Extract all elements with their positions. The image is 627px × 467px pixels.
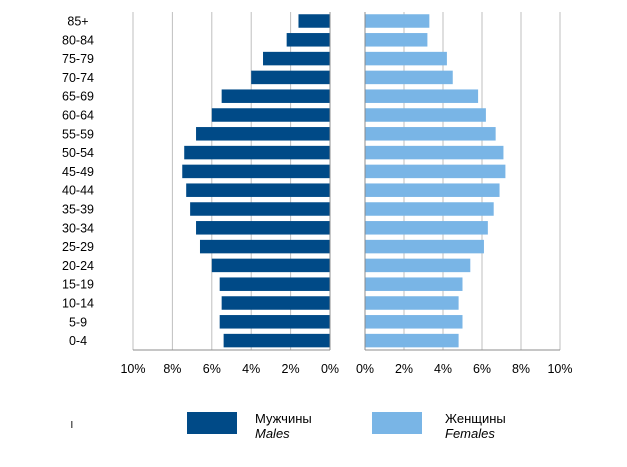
bar-males-75-79 [263, 51, 330, 66]
legend-label-females: Женщины [445, 411, 506, 426]
age-label: 55-59 [62, 127, 94, 141]
bar-males-85+ [298, 14, 330, 28]
age-label: 85+ [67, 15, 88, 29]
tick-label-males: 6% [203, 362, 221, 376]
bar-males-45-49 [182, 164, 330, 179]
bar-males-5-9 [219, 315, 330, 329]
bar-males-40-44 [186, 183, 330, 197]
bar-females-45-49 [365, 164, 506, 179]
bar-females-85+ [365, 14, 430, 28]
bar-males-55-59 [196, 127, 330, 141]
tick-label-males: 4% [242, 362, 260, 376]
bar-females-50-54 [365, 145, 504, 160]
bar-males-70-74 [251, 70, 330, 85]
bar-males-60-64 [211, 108, 330, 122]
age-label: 80-84 [62, 33, 94, 47]
tick-label-females: 6% [473, 362, 491, 376]
age-label: 45-49 [62, 165, 94, 179]
bar-females-25-29 [365, 239, 484, 254]
bar-males-35-39 [190, 202, 330, 216]
tick-label-males: 8% [163, 362, 181, 376]
bars [182, 14, 506, 348]
legend-swatch-males [187, 412, 237, 434]
age-label: 50-54 [62, 146, 94, 160]
bar-females-55-59 [365, 127, 496, 141]
age-labels: 85+ 80-84 75-79 70-74 65-69 60-64 55-59 50-54 45… [62, 15, 94, 349]
legend-label-males-en: Males [255, 426, 290, 441]
age-label: 65-69 [62, 90, 94, 104]
age-label: 30-34 [62, 221, 94, 235]
tick-label-females: 2% [395, 362, 413, 376]
bar-males-0-4 [223, 333, 330, 348]
bar-females-70-74 [365, 70, 453, 85]
age-label: 15-19 [62, 278, 94, 292]
bar-females-35-39 [365, 202, 494, 216]
bar-females-40-44 [365, 183, 500, 197]
legend-label-males: Мужчины [255, 411, 312, 426]
tick-label-females: 10% [547, 362, 572, 376]
bar-males-15-19 [219, 277, 330, 291]
bar-males-25-29 [199, 239, 330, 254]
age-label: 40-44 [62, 184, 94, 198]
bar-females-65-69 [365, 89, 479, 103]
stray-mark: ı [70, 416, 74, 431]
bar-females-60-64 [365, 108, 486, 122]
age-label: 75-79 [62, 52, 94, 66]
bar-females-80-84 [365, 33, 428, 47]
gridlines [132, 12, 561, 350]
age-label: 0-4 [69, 334, 87, 348]
bar-males-80-84 [286, 33, 330, 47]
bar-females-10-14 [365, 296, 459, 310]
age-label: 5-9 [69, 315, 87, 329]
age-label: 25-29 [62, 240, 94, 254]
tick-label-males: 10% [120, 362, 145, 376]
legend-swatch-females [372, 412, 422, 434]
bar-females-5-9 [365, 315, 463, 329]
tick-label-females: 4% [434, 362, 452, 376]
tick-label-males: 2% [282, 362, 300, 376]
bar-males-10-14 [221, 296, 330, 310]
legend-label-females-en: Females [445, 426, 495, 441]
bar-males-50-54 [184, 145, 330, 160]
bar-females-20-24 [365, 258, 471, 273]
tick-label-males: 0% [321, 362, 339, 376]
legend: Мужчины Males Женщины Females [187, 411, 506, 441]
age-label: 20-24 [62, 259, 94, 273]
bar-females-30-34 [365, 221, 488, 235]
bar-males-30-34 [196, 221, 330, 235]
tick-labels: 10% 8% 6% 4% 2% 0% 0% 2% 4% 6% 8% 10% [120, 362, 572, 376]
age-label: 35-39 [62, 203, 94, 217]
age-label: 10-14 [62, 297, 94, 311]
tick-label-females: 0% [356, 362, 374, 376]
bar-males-20-24 [211, 258, 330, 273]
bar-females-0-4 [365, 333, 459, 348]
bar-males-65-69 [221, 89, 330, 103]
age-label: 70-74 [62, 71, 94, 85]
bar-females-15-19 [365, 277, 463, 291]
bar-females-75-79 [365, 51, 447, 66]
tick-label-females: 8% [512, 362, 530, 376]
age-label: 60-64 [62, 109, 94, 123]
axes [133, 12, 560, 351]
